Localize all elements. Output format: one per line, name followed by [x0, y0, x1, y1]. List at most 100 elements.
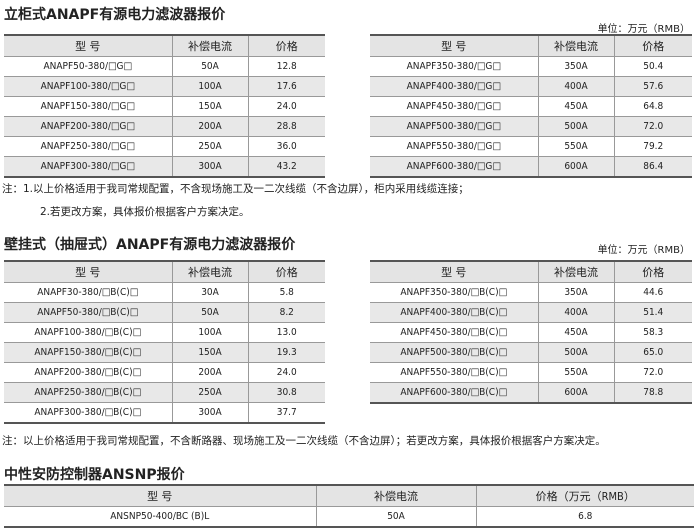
price-cell: 64.8	[613, 96, 692, 117]
table-row: ANAPF50-380/□G□ 50A 12.8	[4, 56, 325, 77]
table-row: ANAPF400-380/□B(C)□ 400A 51.4	[370, 302, 692, 323]
section1-title: 立柜式ANAPF有源电力滤波器报价	[4, 7, 226, 23]
column-header: 型 号	[4, 484, 316, 507]
table-row: ANAPF400-380/□G□ 400A 57.6	[370, 76, 692, 97]
table-row: ANAPF200-380/□B(C)□ 200A 24.0	[4, 362, 325, 383]
model-cell: ANAPF350-380/□G□	[370, 56, 538, 77]
table-row: ANAPF150-380/□B(C)□ 150A 19.3	[4, 342, 325, 363]
model-cell: ANAPF300-380/□B(C)□	[4, 402, 172, 424]
table-row: ANAPF300-380/□G□ 300A 43.2	[4, 156, 325, 178]
model-cell: ANAPF250-380/□B(C)□	[4, 382, 172, 403]
current-cell: 150A	[171, 342, 248, 363]
header-row: 型 号补偿电流 价格	[370, 260, 692, 283]
table-row: ANAPF30-380/□B(C)□ 30A 5.8	[4, 282, 325, 303]
current-cell: 50A	[171, 56, 248, 77]
price-cell: 8.2	[247, 302, 325, 323]
table-row: ANAPF550-380/□G□ 550A 79.2	[370, 136, 692, 157]
column-header: 型 号	[4, 260, 172, 283]
price-cell: 12.8	[247, 56, 325, 77]
current-cell: 600A	[537, 156, 614, 178]
price-cell: 79.2	[613, 136, 692, 157]
model-cell: ANAPF100-380/□B(C)□	[4, 322, 172, 343]
column-header: 价格（万元（RMB）	[475, 484, 694, 507]
table-row: ANAPF450-380/□G□ 450A 64.8	[370, 96, 692, 117]
section1-note-2: 2.若更改方案，具体报价根据客户方案决定。	[40, 206, 250, 218]
current-cell: 450A	[537, 96, 614, 117]
table-row: ANAPF100-380/□G□ 100A 17.6	[4, 76, 325, 97]
table-row: ANAPF350-380/□G□ 350A 50.4	[370, 56, 692, 77]
price-cell: 28.8	[247, 116, 325, 137]
price-cell: 57.6	[613, 76, 692, 97]
section2-title: 壁挂式（抽屉式）ANAPF有源电力滤波器报价	[4, 237, 296, 253]
header-row: 型 号补偿电流 价格（万元（RMB）	[4, 484, 694, 507]
current-cell: 150A	[171, 96, 248, 117]
section1-note-1: 注：1.以上价格适用于我司常规配置，不含现场施工及一二次线缆（不含边屏），柜内采…	[2, 183, 469, 195]
column-header: 价格	[613, 34, 692, 57]
column-header: 型 号	[370, 34, 538, 57]
section1-right-table: 型 号补偿电流 价格 ANAPF350-380/□G□ 350A 50.4 ANAPF40…	[370, 34, 692, 178]
model-cell: ANAPF30-380/□B(C)□	[4, 282, 172, 303]
price-cell: 78.8	[613, 382, 692, 404]
price-cell: 24.0	[247, 96, 325, 117]
model-cell: ANAPF50-380/□B(C)□	[4, 302, 172, 323]
model-cell: ANAPF500-380/□B(C)□	[370, 342, 538, 363]
price-cell: 13.0	[247, 322, 325, 343]
current-cell: 300A	[171, 402, 248, 424]
model-cell: ANAPF100-380/□G□	[4, 76, 172, 97]
price-cell: 44.6	[613, 282, 692, 303]
table-row: ANAPF200-380/□G□ 200A 28.8	[4, 116, 325, 137]
price-cell: 58.3	[613, 322, 692, 343]
column-header: 价格	[247, 260, 325, 283]
header-row: 型 号补偿电流 价格	[4, 34, 325, 57]
price-cell: 5.8	[247, 282, 325, 303]
current-cell: 400A	[537, 302, 614, 323]
header-row: 型 号补偿电流 价格	[370, 34, 692, 57]
model-cell: ANAPF550-380/□B(C)□	[370, 362, 538, 383]
price-cell: 30.8	[247, 382, 325, 403]
table-row: ANAPF150-380/□G□ 150A 24.0	[4, 96, 325, 117]
model-cell: ANAPF150-380/□B(C)□	[4, 342, 172, 363]
current-cell: 50A	[171, 302, 248, 323]
table-row: ANAPF250-380/□B(C)□ 250A 30.8	[4, 382, 325, 403]
column-header: 补偿电流	[315, 484, 476, 507]
current-cell: 100A	[171, 322, 248, 343]
header-row: 型 号补偿电流 价格	[4, 260, 325, 283]
model-cell: ANAPF400-380/□B(C)□	[370, 302, 538, 323]
model-cell: ANAPF450-380/□G□	[370, 96, 538, 117]
section2-left-table: 型 号补偿电流 价格 ANAPF30-380/□B(C)□ 30A 5.8 ANAPF50…	[4, 260, 325, 424]
price-cell: 24.0	[247, 362, 325, 383]
table-row: ANAPF500-380/□G□ 500A 72.0	[370, 116, 692, 137]
table-row: ANAPF50-380/□B(C)□ 50A 8.2	[4, 302, 325, 323]
current-cell: 350A	[537, 282, 614, 303]
price-cell: 19.3	[247, 342, 325, 363]
price-cell: 37.7	[247, 402, 325, 424]
column-header: 型 号	[370, 260, 538, 283]
section2-note: 注：以上价格适用于我司常规配置，不含断路器、现场施工及一二次线缆（不含边屏）；若…	[2, 435, 606, 447]
section1-left-table: 型 号补偿电流 价格 ANAPF50-380/□G□ 50A 12.8 ANAPF100-…	[4, 34, 325, 178]
current-cell: 450A	[537, 322, 614, 343]
price-cell: 6.8	[475, 506, 694, 528]
current-cell: 200A	[171, 116, 248, 137]
current-cell: 350A	[537, 56, 614, 77]
model-cell: ANAPF450-380/□B(C)□	[370, 322, 538, 343]
section3-title: 中性安防控制器ANSNP报价	[4, 467, 185, 483]
model-cell: ANAPF600-380/□G□	[370, 156, 538, 178]
current-cell: 550A	[537, 136, 614, 157]
price-cell: 51.4	[613, 302, 692, 323]
current-cell: 50A	[315, 506, 476, 528]
price-cell: 43.2	[247, 156, 325, 178]
price-cell: 86.4	[613, 156, 692, 178]
table-row: ANAPF450-380/□B(C)□ 450A 58.3	[370, 322, 692, 343]
model-cell: ANAPF350-380/□B(C)□	[370, 282, 538, 303]
model-cell: ANAPF200-380/□G□	[4, 116, 172, 137]
current-cell: 500A	[537, 342, 614, 363]
section2-unit: 单位：万元（RMB）	[597, 245, 690, 256]
price-cell: 72.0	[613, 362, 692, 383]
table-row: ANAPF250-380/□G□ 250A 36.0	[4, 136, 325, 157]
current-cell: 500A	[537, 116, 614, 137]
model-cell: ANAPF50-380/□G□	[4, 56, 172, 77]
model-cell: ANAPF250-380/□G□	[4, 136, 172, 157]
current-cell: 200A	[171, 362, 248, 383]
table-row: ANAPF600-380/□G□ 600A 86.4	[370, 156, 692, 178]
column-header: 型 号	[4, 34, 172, 57]
